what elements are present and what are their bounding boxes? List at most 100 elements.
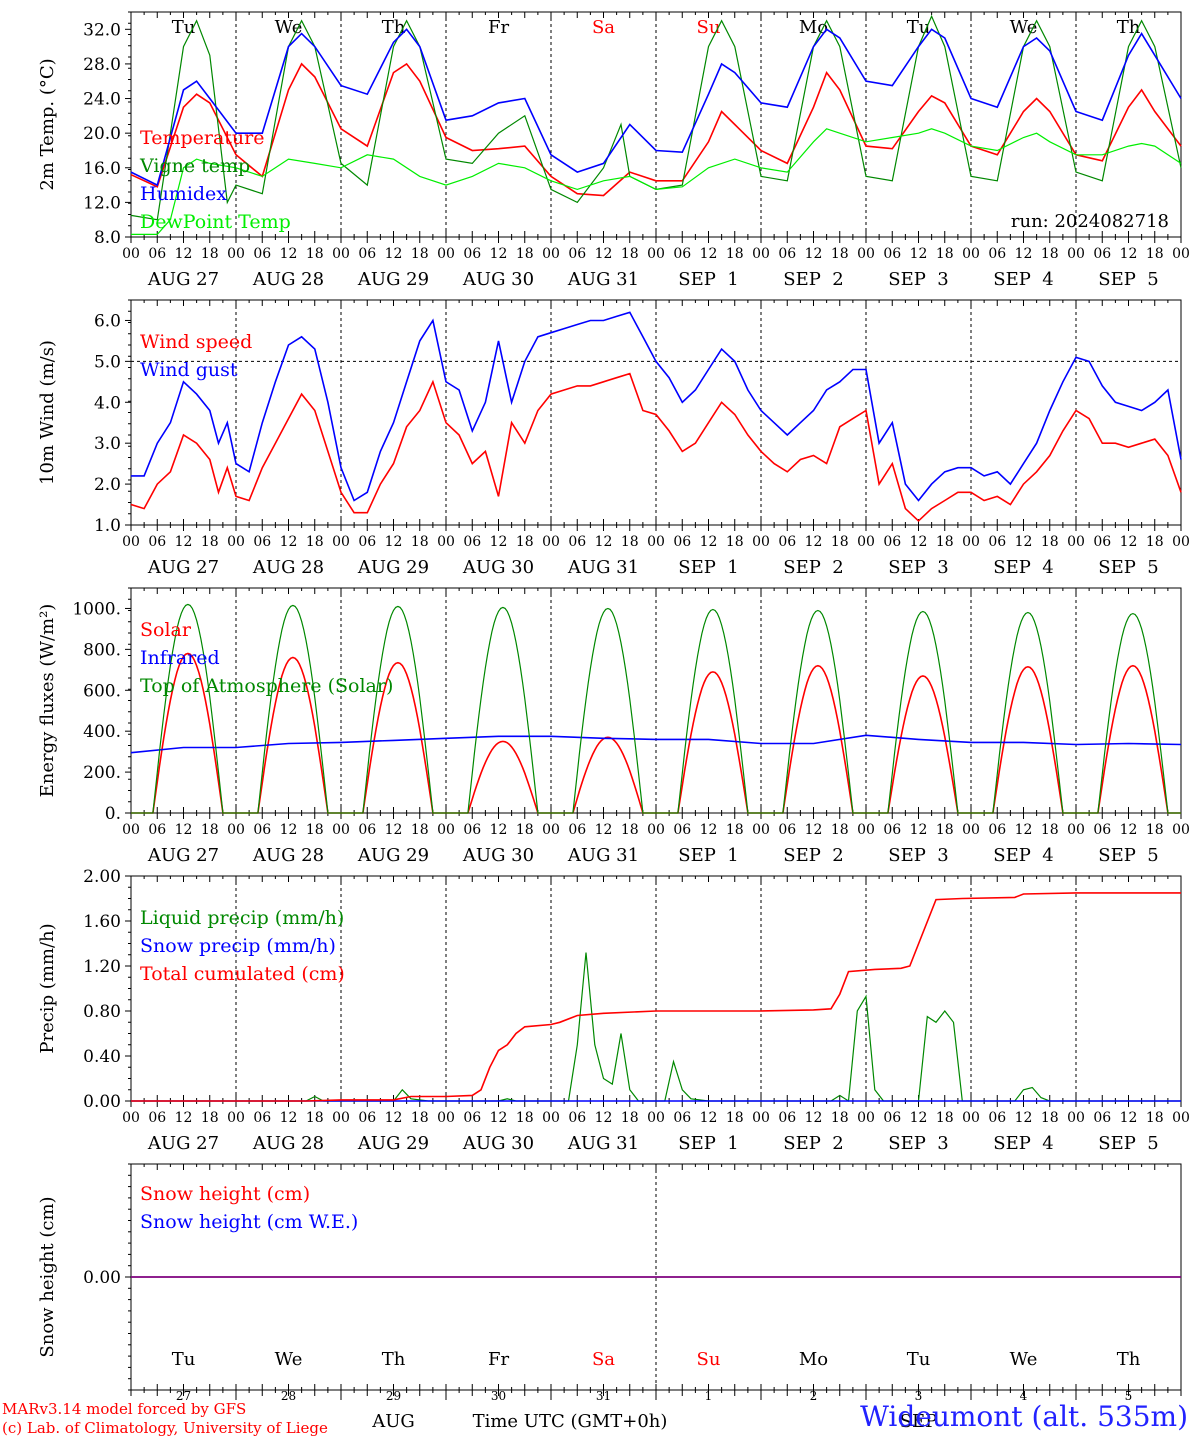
series-line-wind-speed: [130, 372, 1182, 522]
panel-temp: 8.0 12.0 16.0 20.0 24.0 28.0 32.0 2m Temp. (°C)…: [37, 11, 1190, 290]
y-axis-label: 2m Temp. (°C): [37, 58, 58, 190]
x-hour-label: 00: [752, 822, 770, 838]
x-date-label: AUG 27: [147, 269, 219, 290]
x-hour-label: 00: [542, 1110, 560, 1126]
x-date-label: AUG 28: [252, 269, 324, 290]
x-hour-label: 12: [1120, 1110, 1138, 1126]
x-hour-label: 18: [1146, 1110, 1164, 1126]
legend-entry: Liquid precip (mm/h): [140, 907, 344, 929]
x-date-label: SEP 1: [678, 845, 738, 866]
x-hour-label: 12: [700, 1110, 718, 1126]
x-hour-label: 00: [962, 246, 980, 262]
date-number: 31: [596, 1389, 611, 1403]
day-name: We: [1010, 1349, 1038, 1370]
x-date-label: SEP 4: [993, 557, 1053, 578]
day-name: Tu: [172, 1349, 196, 1370]
y-tick-label: 8.0: [94, 228, 121, 248]
day-name: Mo: [799, 1349, 828, 1370]
x-hour-label: 18: [1146, 246, 1164, 262]
y-tick-label: 0.: [105, 804, 121, 824]
x-hour-label: 06: [988, 822, 1006, 838]
x-hour-label: 06: [883, 1110, 901, 1126]
x-hour-label: 18: [516, 822, 534, 838]
y-tick-label: 20.0: [83, 124, 121, 144]
x-hour-label: 06: [673, 822, 691, 838]
x-date-label: AUG 29: [357, 557, 429, 578]
x-hour-label: 00: [227, 246, 245, 262]
x-hour-label: 18: [306, 822, 324, 838]
x-hour-label: 18: [411, 822, 429, 838]
x-date-label: AUG 31: [567, 557, 639, 578]
x-hour-label: 06: [568, 1110, 586, 1126]
x-hour-label: 00: [1067, 534, 1085, 550]
x-hour-label: 12: [1120, 246, 1138, 262]
x-hour-label: 18: [1041, 246, 1059, 262]
date-number: 3: [915, 1389, 923, 1403]
legend-entry: Humidex: [140, 183, 227, 205]
x-hour-label: 06: [673, 1110, 691, 1126]
x-hour-label: 12: [1015, 1110, 1033, 1126]
x-hour-label: 12: [490, 1110, 508, 1126]
series-line-wind-gust: [131, 311, 1182, 502]
legend-entry: Total cumulated (cm): [140, 963, 345, 985]
x-date-label: SEP 3: [888, 269, 948, 290]
x-hour-label: 06: [673, 246, 691, 262]
x-hour-label: 18: [936, 822, 954, 838]
y-tick-label: 1000.: [72, 599, 121, 619]
x-hour-label: 06: [1093, 246, 1111, 262]
x-hour-label: 18: [201, 246, 219, 262]
x-date-label: SEP 1: [678, 269, 738, 290]
x-hour-label: 18: [516, 246, 534, 262]
x-hour-label: 18: [831, 822, 849, 838]
y-tick-label: 2.00: [83, 867, 121, 887]
x-hour-label: 18: [306, 246, 324, 262]
x-hour-label: 06: [988, 1110, 1006, 1126]
x-hour-label: 00: [437, 534, 455, 550]
x-hour-label: 06: [778, 822, 796, 838]
x-hour-label: 12: [1015, 822, 1033, 838]
x-hour-label: 06: [463, 534, 481, 550]
x-hour-label: 06: [253, 246, 271, 262]
y-tick-label: 800.: [83, 640, 121, 660]
x-date-label: SEP 4: [993, 1133, 1053, 1154]
x-hour-label: 06: [988, 246, 1006, 262]
x-hour-label: 00: [437, 246, 455, 262]
y-tick-label: 0.40: [83, 1047, 121, 1067]
y-axis-label: Energy fluxes (W/m²): [37, 604, 58, 798]
x-hour-label: 06: [253, 1110, 271, 1126]
day-name: Th: [382, 1349, 406, 1370]
series-line-top-of-atmosphere-solar-: [131, 603, 1181, 814]
panel-wind: 1.0 2.0 3.0 4.0 5.0 6.0 10m Wind (m/s) 00 06 12 18…: [37, 299, 1190, 578]
x-date-label: SEP 5: [1098, 1133, 1158, 1154]
x-date-label: SEP 2: [783, 845, 843, 866]
panel-snow: 0.00 Snow height (cm) Snow height (cm) Snow…: [37, 1163, 1182, 1432]
x-date-label: AUG 30: [462, 845, 534, 866]
x-hour-label: 18: [1146, 822, 1164, 838]
x-hour-label: 06: [673, 534, 691, 550]
x-hour-label: 06: [148, 246, 166, 262]
x-hour-label: 12: [595, 534, 613, 550]
x-hour-label: 12: [805, 246, 823, 262]
x-hour-label: 06: [778, 534, 796, 550]
y-tick-label: 0.80: [83, 1002, 121, 1022]
series-line-humidex: [130, 28, 1182, 187]
x-hour-label: 18: [201, 534, 219, 550]
x-hour-label: 00: [752, 1110, 770, 1126]
x-date-label: SEP 2: [783, 557, 843, 578]
y-tick-label: 200.: [83, 763, 121, 783]
y-tick-label: 1.20: [83, 957, 121, 977]
x-date-label: AUG 27: [147, 1133, 219, 1154]
x-date-label: AUG 27: [147, 557, 219, 578]
legend-entry: Snow precip (mm/h): [140, 935, 336, 957]
x-date-label: AUG 31: [567, 269, 639, 290]
x-hour-label: 06: [1093, 1110, 1111, 1126]
x-hour-label: 12: [490, 246, 508, 262]
x-hour-label: 00: [962, 534, 980, 550]
y-tick-label: 2.0: [94, 475, 121, 495]
x-hour-label: 18: [831, 1110, 849, 1126]
x-hour-label: 18: [936, 246, 954, 262]
x-hour-label: 06: [988, 534, 1006, 550]
x-hour-label: 18: [936, 1110, 954, 1126]
x-hour-label: 00: [857, 246, 875, 262]
x-hour-label: 12: [700, 534, 718, 550]
